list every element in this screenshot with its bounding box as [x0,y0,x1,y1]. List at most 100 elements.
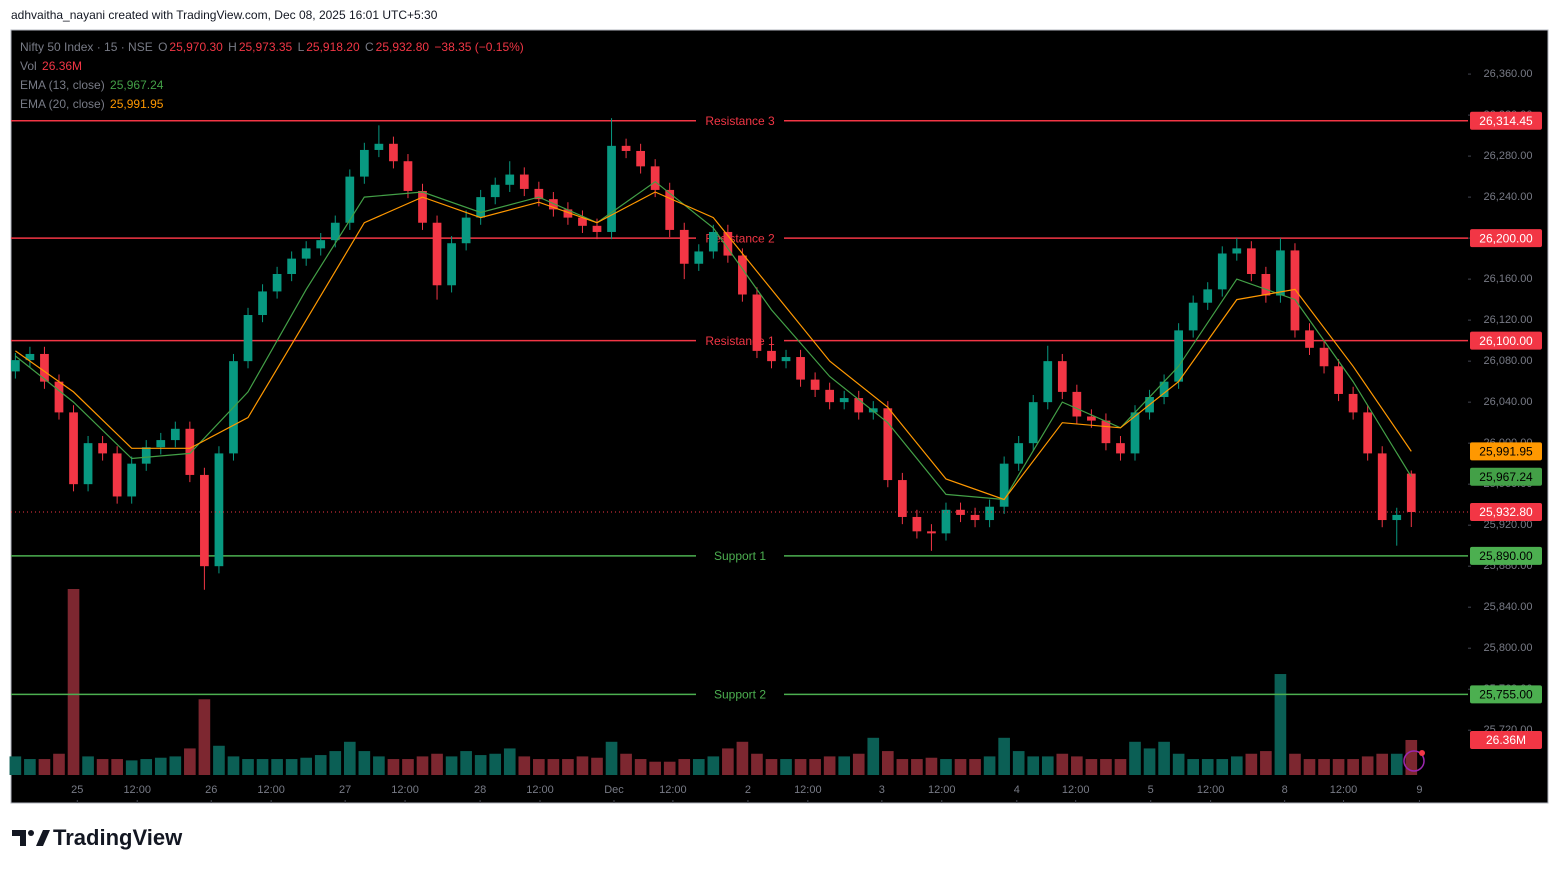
volume-bar [911,759,923,775]
candle-body [985,506,994,521]
volume-bar [547,759,560,775]
volume-value: 26.36M [42,59,83,73]
x-tick-label: 9 [1416,784,1422,796]
candle-body [1130,412,1140,454]
high-key: H [228,40,237,54]
candle-body [505,174,515,185]
candle-body [330,222,340,241]
volume-bar [1230,756,1243,775]
last-price-badge: 25,932.80 [1479,505,1533,519]
x-tick-label: Dec [604,784,624,796]
candle-body [1232,248,1242,254]
level-label-bg [696,686,784,703]
candle-body [1014,443,1024,464]
chart-frame [10,29,1549,804]
volume-bar [1056,753,1069,775]
volume-bar [460,751,472,775]
volume-bar [1376,753,1389,775]
volume-bar [809,759,821,775]
candle-body [1305,330,1314,348]
volume-name: Vol [20,59,37,73]
volume-bar [96,759,109,775]
volume-bar [1187,759,1199,775]
volume-bar [1129,741,1141,775]
open-key: O [158,40,168,54]
volume-bar [780,759,792,775]
volume-bar [1347,759,1359,775]
volume-bar [663,761,676,775]
candle-body [738,255,747,295]
volume-bar [1041,756,1054,775]
volume-bar [53,753,65,775]
volume-bar [38,759,51,775]
volume-bar [620,753,632,775]
candle-body [607,145,616,232]
volume-bar [969,759,981,775]
volume-bar [983,756,996,775]
volume-bar [925,757,938,775]
volume-bar [852,753,865,775]
candle-body [519,174,529,189]
x-tick-label: 25 [71,784,83,796]
ema-badge-bg [1470,442,1542,461]
candle-body [287,258,297,274]
volume-bar [373,756,385,775]
candle-body [490,184,500,198]
candle-body [40,353,49,382]
volume-badge: 26.36M [1486,733,1526,747]
volume-bar [998,737,1010,775]
alert-icon [1403,750,1425,772]
candle-body [1203,289,1213,303]
level-badge: 26,200.00 [1479,231,1533,245]
candle-body [83,443,93,485]
candle-body [418,190,427,223]
volume-bar [1114,759,1127,775]
volume-bar [823,756,836,775]
volume-bar [67,589,80,775]
volume-badge-bg [1470,730,1542,749]
x-tick-label: 28 [474,784,486,796]
y-tick-label: 25,800.00 [1484,642,1533,654]
volume-bar [169,756,182,775]
ema-name: EMA (13, close) [20,78,105,92]
volume-bar [678,759,691,775]
candle-body [708,231,718,252]
y-tick-label: 26,040.00 [1484,396,1533,408]
candle-body [723,231,733,256]
candle-body [694,251,704,264]
level-label-bg [696,332,784,349]
x-tick-label: 2 [745,784,751,796]
level-badge-bg [1470,331,1542,350]
candle-body [316,240,326,249]
candle-body [1406,473,1416,513]
change: −38.35 (−0.15%) [434,40,524,54]
x-tick-label: 5 [1148,784,1154,796]
level-badge: 25,755.00 [1479,688,1533,702]
candle-body [578,217,587,226]
candle-body [1043,361,1053,403]
candle-body [11,360,20,372]
volume-bar [1318,759,1330,775]
y-tick-label: 26,120.00 [1484,314,1533,326]
candle-body [243,315,253,362]
last-price-badge-bg [1470,503,1542,522]
y-tick-label: 26,360.00 [1484,68,1533,80]
candle-body [258,291,267,316]
volume-bar [9,756,22,775]
volume-bar [1012,751,1025,775]
ema-value: 25,991.95 [110,97,164,111]
volume-bar [125,760,138,775]
volume-bar [605,741,618,775]
candle-body [868,408,878,413]
level-label: Support 2 [714,688,766,702]
candle-body [389,143,398,162]
ema-line [15,191,1412,501]
candle-body [999,463,1009,507]
candle-body [170,428,180,441]
candle-body [839,398,849,403]
volume-bar [227,756,240,775]
ema-badge-bg [1470,467,1542,486]
close-key: C [364,40,374,54]
candle-body [1348,393,1358,413]
